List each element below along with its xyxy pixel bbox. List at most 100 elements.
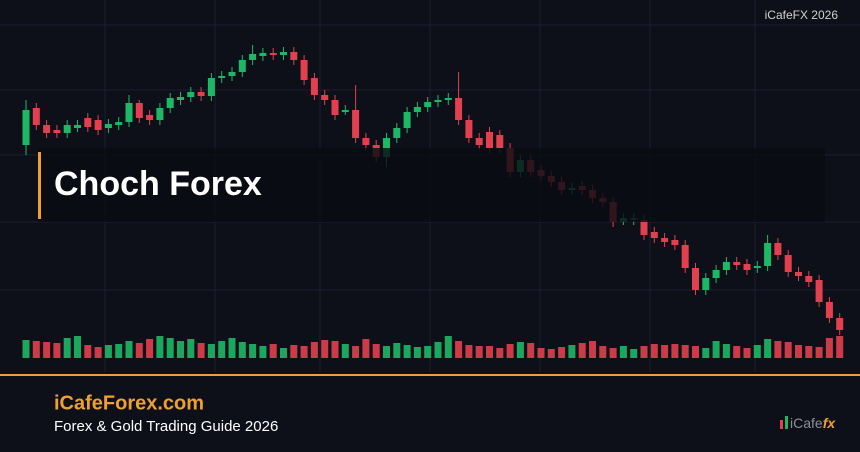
candle-body (743, 264, 751, 270)
volume-bar (310, 342, 318, 358)
candle-body (475, 138, 483, 145)
candle-body (383, 138, 390, 157)
volume-bar (568, 345, 576, 358)
volume-bar (692, 346, 699, 358)
volume-bar (352, 346, 360, 358)
volume-bar (486, 346, 493, 358)
volume-bar (177, 341, 184, 358)
volume-bar (413, 347, 421, 358)
candle-body (692, 268, 699, 290)
candle-body (784, 255, 792, 272)
candle-body (393, 128, 401, 138)
chart-title: Choch Forex (54, 165, 262, 203)
volume-bar (53, 343, 61, 358)
volume-bar (516, 342, 524, 358)
volume-bar (650, 344, 658, 358)
candle-body (403, 112, 411, 128)
candle-body (424, 102, 432, 107)
volume-bar (259, 346, 267, 358)
candle-body (238, 60, 246, 72)
volume-bar (496, 348, 504, 358)
volume-bar (362, 339, 370, 358)
volume-bar (269, 344, 277, 358)
volume-bar (815, 347, 823, 358)
candle-body (362, 138, 370, 145)
logo-a: iCafe (790, 415, 823, 431)
volume-bar (743, 348, 751, 358)
candle-body (269, 53, 277, 55)
volume-bar (537, 348, 545, 358)
volume-bar (444, 336, 452, 358)
candle-body (321, 95, 329, 100)
candle-body (249, 54, 257, 60)
candle-body (702, 278, 710, 290)
volume-bar (506, 344, 514, 358)
volume-bar (228, 338, 236, 358)
candle-body (115, 122, 123, 125)
candle-body (650, 232, 658, 238)
volume-bar (104, 345, 112, 358)
volume-bar (43, 342, 51, 358)
volume-bar (722, 344, 730, 358)
volume-bar (671, 344, 679, 358)
volume-bar (774, 341, 782, 358)
candle-body (187, 92, 195, 97)
candle-body (125, 103, 133, 122)
volume-bar (589, 341, 596, 358)
volume-bar (146, 339, 154, 358)
candle-body (259, 53, 267, 56)
logo: iCafefx (780, 415, 836, 431)
volume-bar (424, 346, 432, 358)
candle-body (465, 120, 473, 138)
candle-body (94, 120, 102, 130)
volume-bar (135, 343, 143, 358)
volume-bar (218, 341, 226, 358)
volume-bar (207, 344, 215, 358)
candle-body (444, 98, 452, 100)
volume-bar (465, 345, 473, 358)
candle-body (805, 276, 813, 282)
volume-bar (702, 348, 710, 358)
volume-bar (434, 342, 442, 358)
candle-body (341, 110, 349, 112)
volume-bar (609, 348, 617, 358)
volume-bar (383, 346, 390, 358)
tagline: Forex & Gold Trading Guide 2026 (54, 418, 278, 435)
volume-bar (640, 346, 648, 358)
volume-bar (197, 343, 205, 358)
candle-body (413, 107, 421, 112)
candle-body (156, 108, 164, 120)
logo-text: iCafefx (790, 415, 836, 431)
candle-body (836, 318, 844, 330)
volume-bar (784, 342, 792, 358)
candle-body (640, 220, 648, 235)
volume-bar (712, 341, 720, 358)
candle-body (84, 118, 92, 127)
candle-body (774, 243, 782, 255)
volume-bar (280, 348, 287, 358)
volume-bar (238, 342, 246, 358)
site-name: iCafeForex.com (54, 392, 204, 414)
volume-bar (403, 345, 411, 358)
volume-bar (125, 341, 133, 358)
volume-bar (836, 336, 844, 358)
candle-body (825, 302, 833, 318)
volume-bar (331, 341, 339, 358)
candle-body (43, 125, 51, 133)
candle-body (104, 124, 112, 128)
volume-bar (764, 339, 772, 358)
title-box (38, 148, 825, 222)
candle-body (795, 272, 802, 276)
volume-bar (455, 341, 463, 358)
candle-body (310, 78, 318, 95)
volume-bar (558, 347, 566, 358)
volume-bar (22, 340, 30, 358)
volume-bar (630, 349, 638, 358)
candle-body (661, 238, 669, 242)
volume-bar (733, 346, 741, 358)
volume-bar (527, 343, 535, 358)
volume-bar (63, 338, 71, 358)
volume-bar (321, 340, 329, 358)
candle-body (455, 98, 463, 120)
